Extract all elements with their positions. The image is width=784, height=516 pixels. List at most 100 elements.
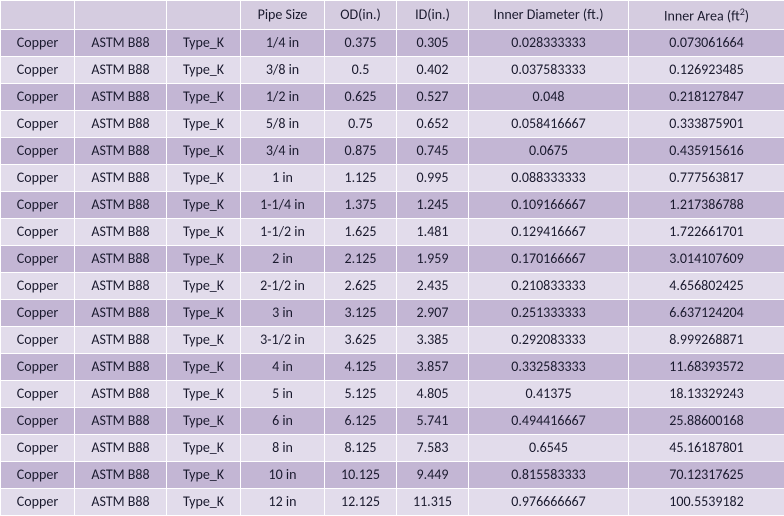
cell-pipe_size: 8 in xyxy=(241,434,325,461)
cell-type: Type_K xyxy=(167,407,241,434)
cell-inner_dia_ft: 0.109166667 xyxy=(469,191,629,218)
cell-material: Copper xyxy=(1,83,75,110)
cell-pipe_size: 3 in xyxy=(241,299,325,326)
cell-inner_dia_ft: 0.292083333 xyxy=(469,326,629,353)
cell-pipe_size: 3/4 in xyxy=(241,137,325,164)
cell-inner_dia_ft: 0.332583333 xyxy=(469,353,629,380)
cell-material: Copper xyxy=(1,245,75,272)
cell-material: Copper xyxy=(1,461,75,488)
cell-inner_area_ft2: 11.68393572 xyxy=(629,353,784,380)
cell-type: Type_K xyxy=(167,218,241,245)
cell-inner_dia_ft: 0.494416667 xyxy=(469,407,629,434)
cell-standard: ASTM B88 xyxy=(75,110,167,137)
cell-od_in: 10.125 xyxy=(325,461,397,488)
cell-inner_dia_ft: 0.6545 xyxy=(469,434,629,461)
cell-pipe_size: 1 in xyxy=(241,164,325,191)
cell-pipe_size: 5 in xyxy=(241,380,325,407)
cell-inner_area_ft2: 1.217386788 xyxy=(629,191,784,218)
cell-id_in: 3.385 xyxy=(397,326,469,353)
table-row: CopperASTM B88Type_K8 in8.1257.5830.6545… xyxy=(1,434,784,461)
cell-inner_area_ft2: 6.637124204 xyxy=(629,299,784,326)
cell-standard: ASTM B88 xyxy=(75,272,167,299)
cell-inner_area_ft2: 1.722661701 xyxy=(629,218,784,245)
cell-type: Type_K xyxy=(167,380,241,407)
cell-id_in: 0.652 xyxy=(397,110,469,137)
cell-type: Type_K xyxy=(167,299,241,326)
cell-od_in: 0.375 xyxy=(325,29,397,56)
cell-inner_dia_ft: 0.028333333 xyxy=(469,29,629,56)
cell-inner_area_ft2: 70.12317625 xyxy=(629,461,784,488)
cell-pipe_size: 1-1/4 in xyxy=(241,191,325,218)
table-row: CopperASTM B88Type_K5 in5.1254.8050.4137… xyxy=(1,380,784,407)
cell-od_in: 3.125 xyxy=(325,299,397,326)
table-row: CopperASTM B88Type_K3/8 in0.50.4020.0375… xyxy=(1,56,784,83)
cell-type: Type_K xyxy=(167,137,241,164)
pipe-spec-table: Pipe Size OD(in.) ID(in.) Inner Diameter… xyxy=(0,0,784,516)
cell-standard: ASTM B88 xyxy=(75,461,167,488)
table-row: CopperASTM B88Type_K6 in6.1255.7410.4944… xyxy=(1,407,784,434)
cell-type: Type_K xyxy=(167,272,241,299)
cell-type: Type_K xyxy=(167,56,241,83)
cell-type: Type_K xyxy=(167,488,241,515)
cell-inner_dia_ft: 0.210833333 xyxy=(469,272,629,299)
table-row: CopperASTM B88Type_K1/4 in0.3750.3050.02… xyxy=(1,29,784,56)
cell-type: Type_K xyxy=(167,353,241,380)
cell-standard: ASTM B88 xyxy=(75,218,167,245)
cell-inner_dia_ft: 0.088333333 xyxy=(469,164,629,191)
cell-od_in: 0.875 xyxy=(325,137,397,164)
cell-material: Copper xyxy=(1,407,75,434)
col-header-pipe-size: Pipe Size xyxy=(241,1,325,30)
cell-inner_area_ft2: 25.88600168 xyxy=(629,407,784,434)
table-row: CopperASTM B88Type_K3-1/2 in3.6253.3850.… xyxy=(1,326,784,353)
cell-od_in: 4.125 xyxy=(325,353,397,380)
table-row: CopperASTM B88Type_K2 in2.1251.9590.1701… xyxy=(1,245,784,272)
cell-standard: ASTM B88 xyxy=(75,164,167,191)
cell-id_in: 0.402 xyxy=(397,56,469,83)
cell-inner_area_ft2: 100.5539182 xyxy=(629,488,784,515)
table-row: CopperASTM B88Type_K3 in3.1252.9070.2513… xyxy=(1,299,784,326)
cell-material: Copper xyxy=(1,137,75,164)
cell-od_in: 1.375 xyxy=(325,191,397,218)
table-row: CopperASTM B88Type_K2-1/2 in2.6252.4350.… xyxy=(1,272,784,299)
cell-id_in: 0.745 xyxy=(397,137,469,164)
cell-standard: ASTM B88 xyxy=(75,434,167,461)
table-row: CopperASTM B88Type_K4 in4.1253.8570.3325… xyxy=(1,353,784,380)
cell-inner_area_ft2: 0.126923485 xyxy=(629,56,784,83)
cell-od_in: 0.5 xyxy=(325,56,397,83)
col-header-standard xyxy=(75,1,167,30)
cell-standard: ASTM B88 xyxy=(75,488,167,515)
cell-inner_dia_ft: 0.0675 xyxy=(469,137,629,164)
cell-od_in: 12.125 xyxy=(325,488,397,515)
cell-od_in: 2.625 xyxy=(325,272,397,299)
cell-pipe_size: 6 in xyxy=(241,407,325,434)
cell-id_in: 1.481 xyxy=(397,218,469,245)
cell-standard: ASTM B88 xyxy=(75,326,167,353)
cell-inner_dia_ft: 0.251333333 xyxy=(469,299,629,326)
cell-inner_dia_ft: 0.058416667 xyxy=(469,110,629,137)
cell-type: Type_K xyxy=(167,326,241,353)
cell-type: Type_K xyxy=(167,434,241,461)
cell-standard: ASTM B88 xyxy=(75,353,167,380)
cell-material: Copper xyxy=(1,353,75,380)
cell-od_in: 1.125 xyxy=(325,164,397,191)
cell-inner_area_ft2: 3.014107609 xyxy=(629,245,784,272)
cell-id_in: 0.305 xyxy=(397,29,469,56)
cell-inner_area_ft2: 45.16187801 xyxy=(629,434,784,461)
col-header-id: ID(in.) xyxy=(397,1,469,30)
cell-inner_area_ft2: 0.073061664 xyxy=(629,29,784,56)
cell-standard: ASTM B88 xyxy=(75,407,167,434)
cell-od_in: 5.125 xyxy=(325,380,397,407)
cell-inner_dia_ft: 0.048 xyxy=(469,83,629,110)
table-row: CopperASTM B88Type_K1/2 in0.6250.5270.04… xyxy=(1,83,784,110)
cell-standard: ASTM B88 xyxy=(75,137,167,164)
cell-inner_area_ft2: 0.435915616 xyxy=(629,137,784,164)
cell-inner_dia_ft: 0.41375 xyxy=(469,380,629,407)
cell-material: Copper xyxy=(1,110,75,137)
cell-pipe_size: 4 in xyxy=(241,353,325,380)
cell-inner_area_ft2: 18.13329243 xyxy=(629,380,784,407)
cell-type: Type_K xyxy=(167,245,241,272)
cell-material: Copper xyxy=(1,29,75,56)
cell-inner_area_ft2: 0.218127847 xyxy=(629,83,784,110)
cell-standard: ASTM B88 xyxy=(75,191,167,218)
cell-id_in: 3.857 xyxy=(397,353,469,380)
